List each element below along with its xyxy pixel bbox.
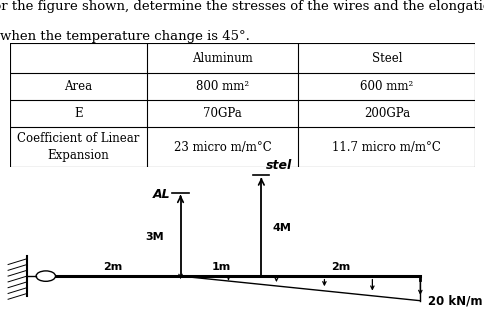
- Text: 2m: 2m: [331, 262, 350, 272]
- Text: For the figure shown, determine the stresses of the wires and the elongation: For the figure shown, determine the stre…: [0, 0, 484, 13]
- Text: Area: Area: [64, 80, 92, 93]
- Text: 70GPa: 70GPa: [203, 107, 242, 120]
- Text: Coefficient of Linear
Expansion: Coefficient of Linear Expansion: [17, 132, 139, 162]
- Text: 23 micro m/m°C: 23 micro m/m°C: [173, 141, 271, 154]
- Text: Aluminum: Aluminum: [192, 52, 253, 65]
- Text: 20 kN/m: 20 kN/m: [427, 294, 482, 307]
- Text: 800 mm²: 800 mm²: [196, 80, 249, 93]
- Text: AL: AL: [152, 188, 170, 201]
- Text: 4M: 4M: [272, 223, 290, 233]
- Text: Steel: Steel: [371, 52, 401, 65]
- Text: 600 mm²: 600 mm²: [360, 80, 412, 93]
- Text: 3M: 3M: [145, 232, 164, 242]
- Text: when the temperature change is 45°.: when the temperature change is 45°.: [0, 30, 249, 43]
- Text: 1m: 1m: [211, 262, 230, 272]
- Text: 200GPa: 200GPa: [363, 107, 409, 120]
- Text: 2m: 2m: [103, 262, 122, 272]
- Text: stel: stel: [265, 159, 291, 172]
- Text: 11.7 micro m/m°C: 11.7 micro m/m°C: [332, 141, 440, 154]
- Text: E: E: [74, 107, 82, 120]
